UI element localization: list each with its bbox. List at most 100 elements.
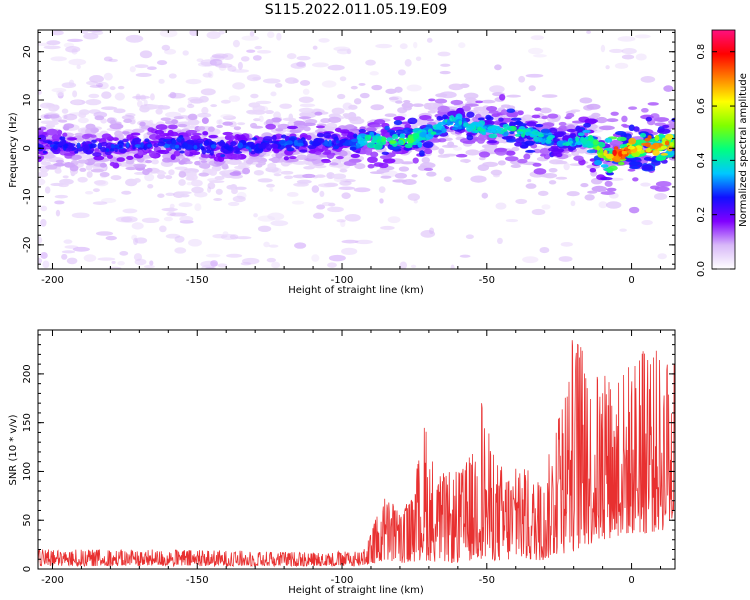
heatmap-cell xyxy=(647,102,659,106)
heatmap-cell xyxy=(232,82,246,90)
heatmap-cell xyxy=(370,139,377,143)
heatmap-cell xyxy=(591,185,608,192)
heatmap-cell xyxy=(207,126,215,132)
heatmap-cell xyxy=(110,143,116,149)
heatmap-cell xyxy=(63,123,75,129)
heatmap-cell xyxy=(606,118,619,123)
heatmap-cell xyxy=(394,86,403,93)
heatmap-cell xyxy=(312,212,325,219)
heatmap-cell xyxy=(423,148,433,155)
heatmap-cell xyxy=(118,147,127,154)
heatmap-cell xyxy=(133,163,147,168)
heatmap-cell xyxy=(139,121,146,127)
heatmap-cell xyxy=(560,241,573,247)
heatmap-cell xyxy=(126,141,130,148)
snr-series-line xyxy=(38,340,675,568)
spectrogram-xtick-label: -50 xyxy=(479,275,495,286)
heatmap-cell xyxy=(365,59,376,66)
heatmap-cell xyxy=(451,127,459,130)
heatmap-cell xyxy=(246,49,256,53)
heatmap-cell xyxy=(326,143,333,147)
heatmap-cell xyxy=(539,107,552,114)
heatmap-cell xyxy=(95,82,104,88)
heatmap-cell xyxy=(218,30,225,35)
heatmap-cell xyxy=(311,185,320,193)
heatmap-cell xyxy=(365,127,377,132)
heatmap-cell xyxy=(303,166,315,170)
heatmap-cell xyxy=(186,161,193,165)
heatmap-cell xyxy=(463,92,479,100)
heatmap-cell xyxy=(316,204,326,210)
heatmap-cell xyxy=(538,137,543,141)
heatmap-cell xyxy=(271,261,281,269)
heatmap-cell xyxy=(122,138,129,143)
heatmap-cell xyxy=(605,153,614,159)
heatmap-cell xyxy=(60,138,67,145)
heatmap-cell xyxy=(523,153,531,160)
heatmap-cell xyxy=(662,124,670,129)
heatmap-cell xyxy=(328,116,342,123)
heatmap-cell xyxy=(187,118,200,126)
heatmap-cell xyxy=(450,264,455,269)
heatmap-cell xyxy=(200,145,205,151)
heatmap-cell xyxy=(54,168,62,174)
heatmap-cell xyxy=(621,115,628,123)
heatmap-cell xyxy=(235,147,240,153)
heatmap-cell xyxy=(177,107,186,113)
heatmap-cell xyxy=(525,73,544,78)
heatmap-cell xyxy=(47,140,53,145)
heatmap-cell xyxy=(279,103,293,109)
heatmap-cell xyxy=(200,160,208,164)
heatmap-cell xyxy=(94,115,105,121)
heatmap-cell xyxy=(165,192,175,196)
heatmap-cell xyxy=(359,92,370,99)
heatmap-cell xyxy=(71,99,83,105)
heatmap-cell xyxy=(321,159,332,164)
heatmap-cell xyxy=(84,133,94,138)
heatmap-cell xyxy=(641,107,649,113)
heatmap-cell xyxy=(182,50,189,56)
heatmap-cell xyxy=(296,142,304,147)
heatmap-cell xyxy=(156,60,168,66)
heatmap-cell xyxy=(303,126,311,132)
heatmap-cell xyxy=(525,149,536,153)
heatmap-cell xyxy=(435,93,448,98)
heatmap-cell xyxy=(86,171,93,178)
heatmap-cell xyxy=(317,138,325,144)
heatmap-cell xyxy=(286,191,299,197)
heatmap-cell xyxy=(231,153,242,160)
colorbar: 0.0 0.2 0.4 0.6 0.8 Normalized spectral ampl… xyxy=(696,29,749,277)
heatmap-cell xyxy=(640,76,656,83)
heatmap-cell xyxy=(487,140,498,144)
heatmap-cell xyxy=(428,98,436,102)
heatmap-cell xyxy=(156,171,167,175)
heatmap-cell xyxy=(604,137,613,143)
heatmap-cell xyxy=(399,43,408,50)
heatmap-cell xyxy=(369,124,382,128)
heatmap-cell xyxy=(534,107,542,112)
heatmap-cell xyxy=(117,261,125,266)
heatmap-cell xyxy=(150,93,155,101)
heatmap-cell xyxy=(270,143,279,149)
snr-xtick-label: -150 xyxy=(186,575,209,586)
heatmap-cell xyxy=(208,134,219,139)
heatmap-cell xyxy=(186,103,195,109)
heatmap-cell xyxy=(598,125,615,131)
heatmap-cell xyxy=(505,156,519,162)
heatmap-cell xyxy=(231,188,238,195)
heatmap-cell xyxy=(61,108,69,114)
heatmap-cell xyxy=(654,186,670,192)
heatmap-cell xyxy=(65,46,81,53)
heatmap-cell xyxy=(153,153,159,158)
heatmap-cell xyxy=(338,186,356,191)
heatmap-cell xyxy=(140,142,144,148)
heatmap-cell xyxy=(336,48,350,55)
heatmap-cell xyxy=(407,134,414,140)
heatmap-cell xyxy=(657,253,667,260)
heatmap-cell xyxy=(248,102,261,108)
heatmap-cell xyxy=(463,122,470,128)
heatmap-cell xyxy=(555,152,563,158)
heatmap-cell xyxy=(242,167,251,175)
heatmap-cell xyxy=(341,247,358,256)
heatmap-cell xyxy=(38,134,47,142)
